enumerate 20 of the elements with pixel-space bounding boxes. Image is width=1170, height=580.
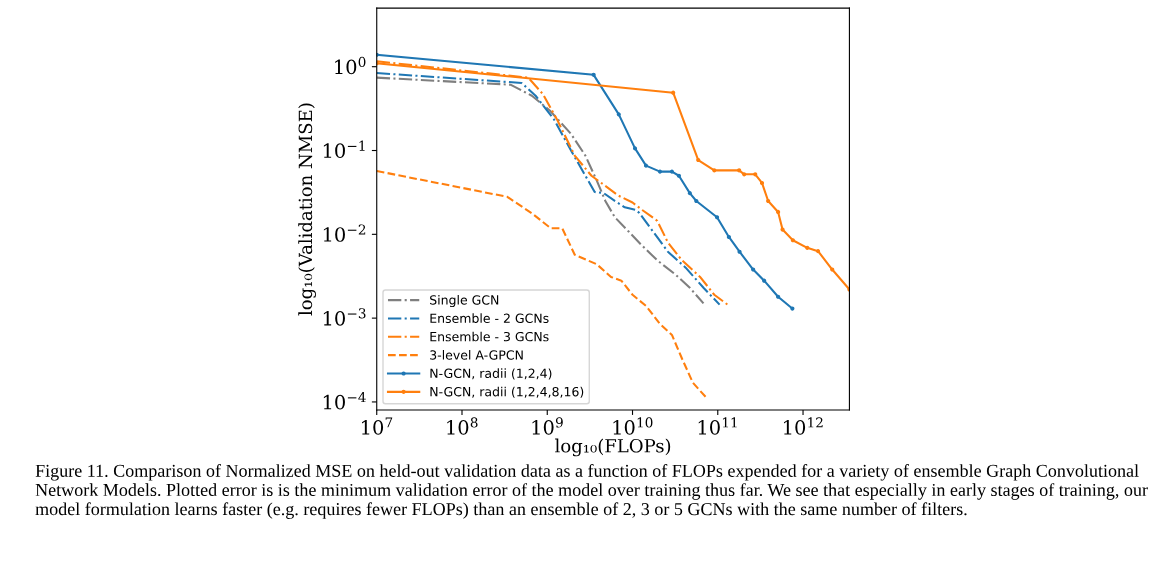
- x-tick-label: 10$^{11}$: [698, 417, 737, 435]
- legend-label: Single GCN: [430, 294, 499, 308]
- legend-label: Ensemble - 2 GCNs: [430, 313, 549, 323]
- legend-label: 3-level A-GPCN: [430, 350, 523, 360]
- y-tick-label: 10$^{0}$: [335, 56, 366, 75]
- x-tick-label: 10$^{7}$: [362, 417, 393, 435]
- caption: Figure 11. Comparison of Normalized MSE on held-out validation data as a function of FLOPs expended for a variety of ensemble Graph Convolutional Network Models. Plotted error is is the minimum validation error of the model over training thus far. We see that especially in early stages of training, our model formulation learns faster (e.g. requires fewer FLOPs) than an ensemble of 2, 3 or 5 GCNs with the same number of filters.: [35, 464, 1148, 519]
- legend-label: N-GCN, radii (1,2,4,8,16): [430, 386, 584, 398]
- y-tick-label: 10$^{−4}$: [323, 392, 366, 410]
- y-tick-label: 10$^{−3}$: [323, 308, 366, 326]
- y-tick-label: 10$^{−2}$: [323, 224, 366, 242]
- legend-label: N-GCN, radii (1,2,4): [430, 368, 552, 380]
- y-axis-title: log₁₀(Validation NMSE): [298, 103, 316, 316]
- y-tick-label: 10$^{−1}$: [323, 140, 365, 159]
- x-tick-label: 10$^{10}$: [613, 417, 653, 435]
- x-tick-label: 10$^{9}$: [532, 417, 563, 435]
- x-axis-title: log₁₀(FLOPs): [555, 438, 671, 457]
- legend-label: Ensemble - 3 GCNs: [430, 331, 549, 342]
- x-tick-label: 10$^{8}$: [447, 417, 478, 435]
- x-tick-label: 10$^{12}$: [784, 417, 823, 435]
